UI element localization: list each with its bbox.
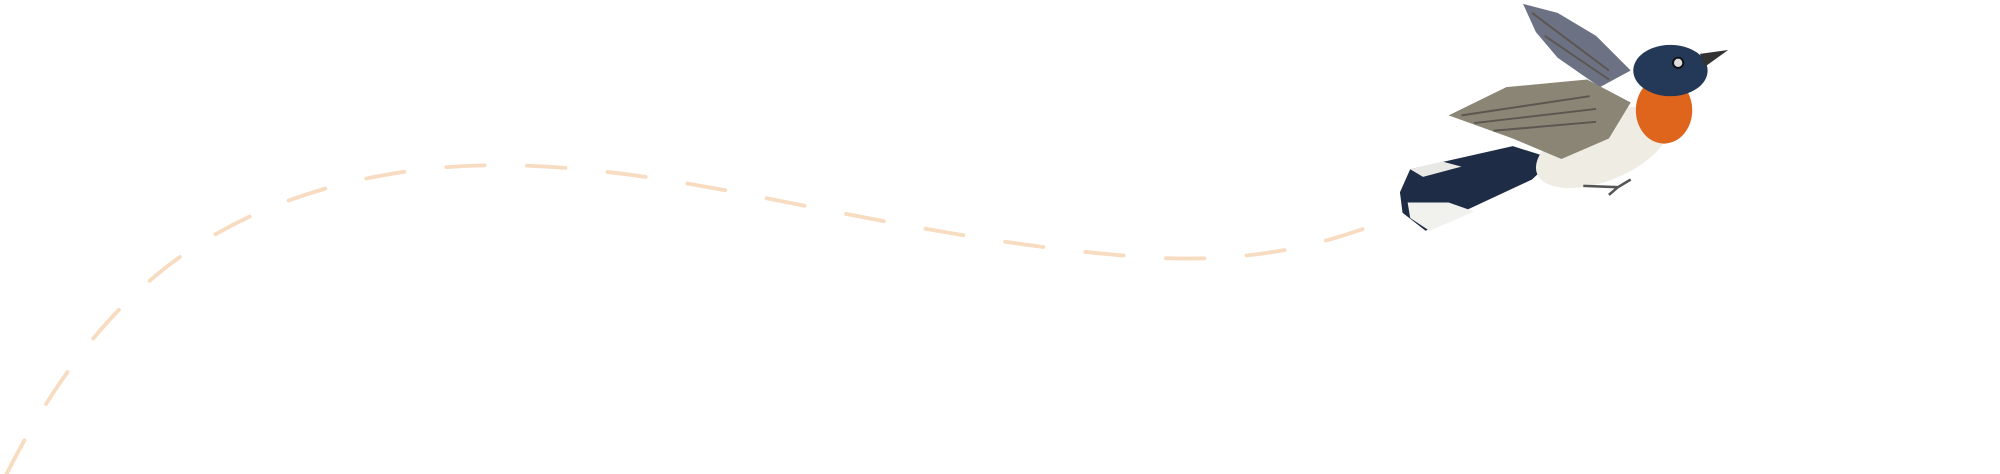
bird-tail-tips-top [1410, 161, 1462, 177]
wing-feathers [1461, 12, 1610, 132]
bird-head [1633, 44, 1708, 97]
feather [1474, 108, 1597, 125]
flight-path [4, 163, 1368, 474]
feather [1461, 95, 1590, 117]
bird [1399, 3, 1729, 231]
illustration [4, 3, 1729, 474]
bird-beak [1699, 49, 1729, 67]
feather [1531, 12, 1610, 72]
bird-lower-wing [1448, 79, 1631, 159]
bird-eye [1672, 56, 1685, 69]
bird-feet [1583, 178, 1632, 196]
bird-tail-tips [1407, 202, 1475, 231]
feather [1544, 35, 1610, 81]
feather [1493, 120, 1597, 132]
